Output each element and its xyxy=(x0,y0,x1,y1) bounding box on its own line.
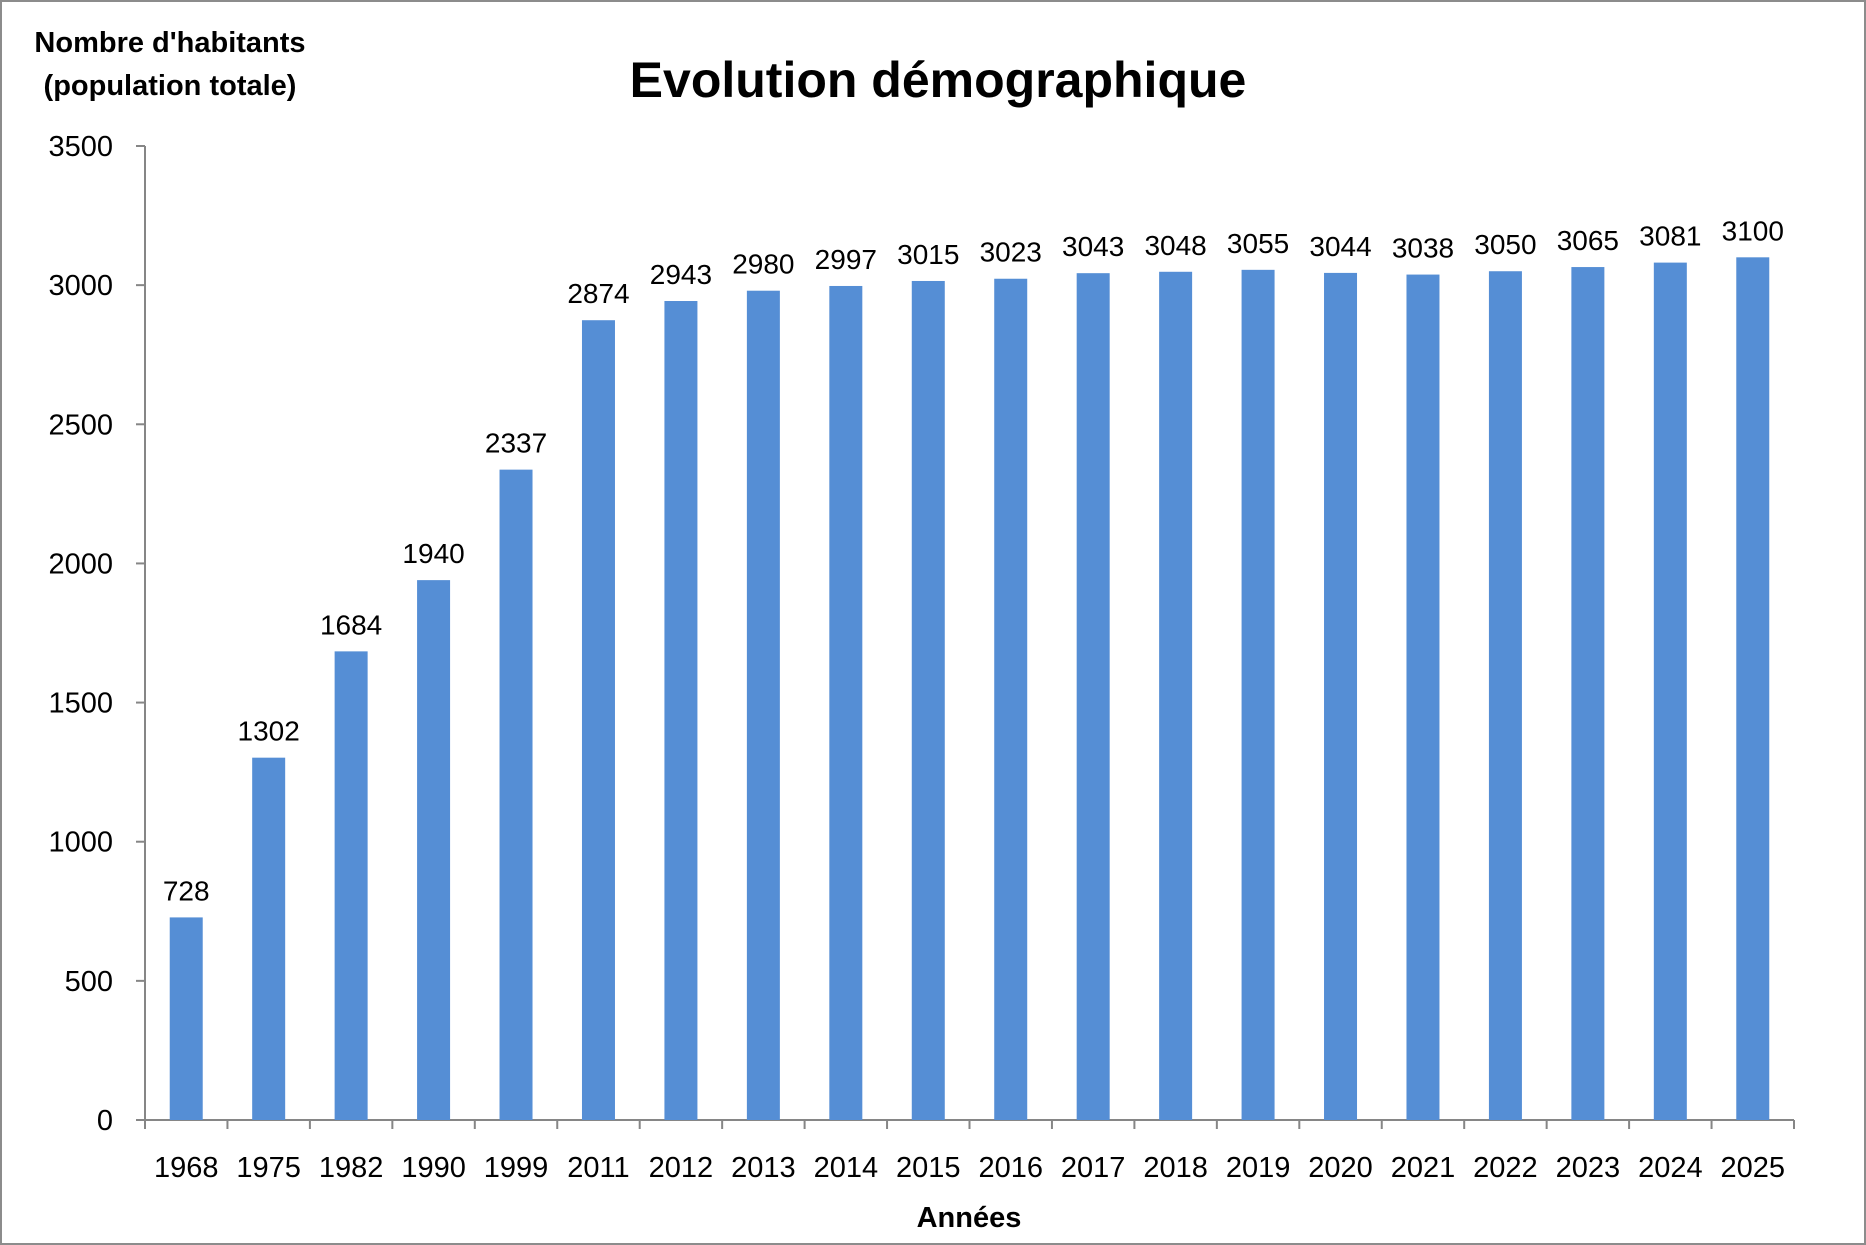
bar xyxy=(1159,271,1193,1120)
data-label: 3081 xyxy=(1639,221,1701,252)
data-label: 3055 xyxy=(1227,228,1289,259)
bar xyxy=(499,469,533,1121)
x-tick-label: 1999 xyxy=(484,1152,549,1184)
data-label: 2943 xyxy=(650,259,712,290)
x-tick-label: 2022 xyxy=(1473,1152,1538,1184)
data-label: 3043 xyxy=(1062,231,1124,262)
data-label: 3023 xyxy=(980,237,1042,268)
data-label: 728 xyxy=(163,875,210,906)
x-tick-label: 1968 xyxy=(154,1152,219,1184)
y-tick-label: 1500 xyxy=(48,688,113,720)
y-tick-label: 2500 xyxy=(48,409,113,441)
y-tick-label: 500 xyxy=(65,966,113,998)
data-label: 1940 xyxy=(402,538,464,569)
x-tick-label: 2013 xyxy=(731,1152,796,1184)
bar xyxy=(334,651,368,1120)
x-tick-label: 2015 xyxy=(896,1152,961,1184)
bar xyxy=(1653,262,1687,1121)
data-label: 1684 xyxy=(320,609,382,640)
x-tick-label: 2011 xyxy=(567,1152,629,1184)
x-tick-label: 2016 xyxy=(978,1152,1043,1184)
bar xyxy=(1324,272,1358,1120)
bar xyxy=(417,580,451,1120)
bar xyxy=(1736,257,1770,1120)
y-tick-label: 1000 xyxy=(48,827,113,859)
bar xyxy=(829,285,863,1120)
bar xyxy=(1488,271,1522,1120)
data-label: 3048 xyxy=(1144,230,1206,261)
x-tick-label: 2023 xyxy=(1556,1152,1621,1184)
x-tick-label: 2020 xyxy=(1308,1152,1373,1184)
x-tick-label: 2018 xyxy=(1143,1152,1208,1184)
data-label: 3065 xyxy=(1557,225,1619,256)
x-tick-label: 2017 xyxy=(1061,1152,1126,1184)
x-tick-label: 1975 xyxy=(236,1152,301,1184)
bar xyxy=(746,290,780,1120)
x-tick-label: 2014 xyxy=(814,1152,879,1184)
x-tick-label: 2024 xyxy=(1638,1152,1703,1184)
y-tick-label: 3000 xyxy=(48,270,113,302)
x-tick-label: 2021 xyxy=(1391,1152,1456,1184)
bar xyxy=(1076,273,1110,1120)
data-label: 3038 xyxy=(1392,233,1454,264)
x-axis-label: Années xyxy=(917,1202,1022,1234)
y-tick-label: 2000 xyxy=(48,548,113,580)
data-label: 1302 xyxy=(238,716,300,747)
bar xyxy=(1406,274,1440,1120)
bar xyxy=(994,278,1028,1120)
data-label: 3050 xyxy=(1474,229,1536,260)
data-label: 2997 xyxy=(815,244,877,275)
x-tick-label: 2025 xyxy=(1721,1152,1786,1184)
data-label: 3044 xyxy=(1309,231,1371,262)
data-label: 2874 xyxy=(567,278,629,309)
x-tick-label: 2012 xyxy=(649,1152,714,1184)
plot-area: 0 500 1000 1500 2000 2500 3000 3500 1968 728 1975 1… xyxy=(48,131,1795,1184)
bar xyxy=(1571,267,1605,1120)
y-tick-label: 3500 xyxy=(48,131,113,163)
bar xyxy=(664,301,698,1121)
bar xyxy=(1241,269,1275,1120)
data-label: 3015 xyxy=(897,239,959,270)
y-axis-label-line-1: Nombre d'habitants xyxy=(34,27,305,59)
bar xyxy=(169,917,203,1120)
x-tick-label: 1990 xyxy=(401,1152,466,1184)
y-axis-label-line-2: (population totale) xyxy=(44,70,297,102)
x-tick-label: 2019 xyxy=(1226,1152,1291,1184)
data-label: 2337 xyxy=(485,428,547,459)
data-label: 2980 xyxy=(732,249,794,280)
chart-title: Evolution démographique xyxy=(630,52,1247,108)
bar xyxy=(252,757,286,1120)
y-tick-label: 0 xyxy=(97,1105,113,1137)
bar xyxy=(581,320,615,1120)
data-label: 3100 xyxy=(1722,215,1784,246)
x-tick-label: 1982 xyxy=(319,1152,384,1184)
bar xyxy=(911,280,945,1120)
